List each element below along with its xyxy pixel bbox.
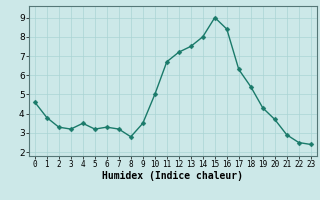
X-axis label: Humidex (Indice chaleur): Humidex (Indice chaleur) [102, 171, 243, 181]
